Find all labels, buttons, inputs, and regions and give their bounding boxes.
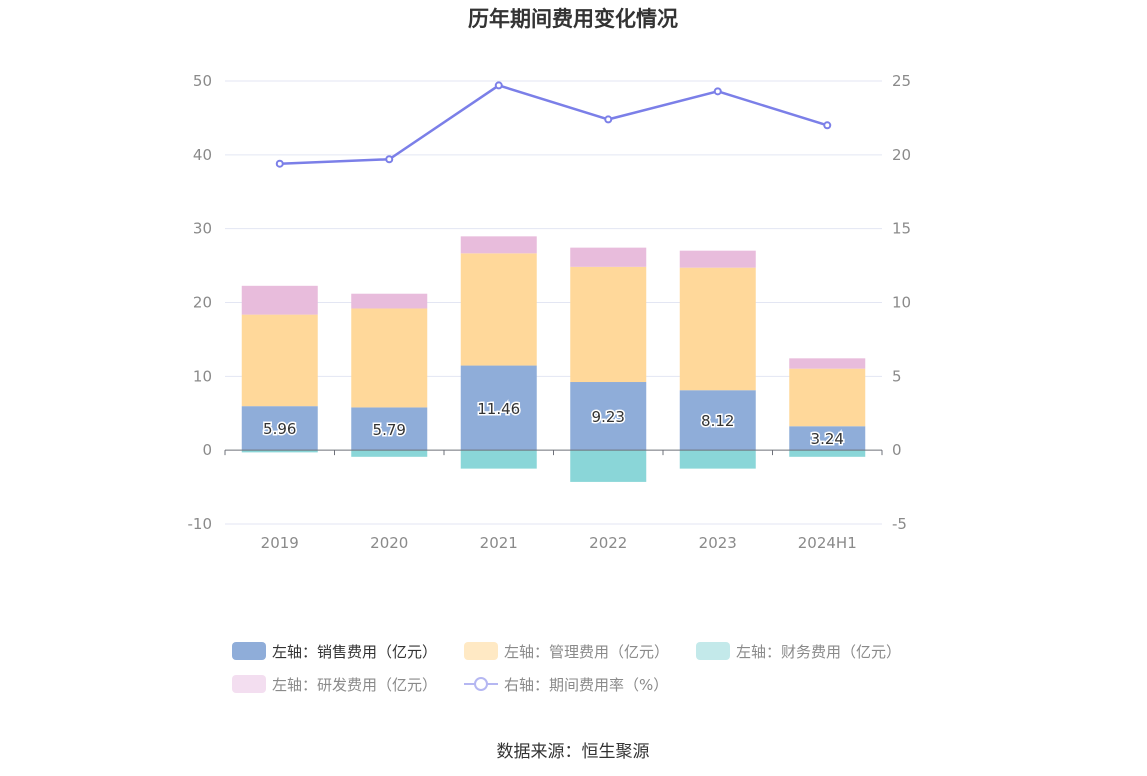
grid-lines [225,80,882,525]
expense-ratio-point [604,115,613,124]
finance-expense-bar [351,450,428,457]
right-tick-label: -5 [892,515,907,533]
x-tick-label: 2023 [699,534,737,552]
admin-expense-bar [460,253,537,366]
rd-expense-bar [570,247,647,267]
legend-swatch [696,642,730,660]
right-tick-label: 0 [892,441,902,459]
x-axis-ticks: 2019 2020 2021 2022 2023 2024H1 [261,534,857,552]
legend-label: 左轴：财务费用（亿元） [736,643,901,661]
sales-expense-bar [460,365,537,451]
left-tick-label: 20 [193,294,212,312]
legend-label: 右轴：期间费用率（%） [504,676,668,694]
bar-data-labels: 5.96 5.79 11.46 9.23 8.12 3.24 [262,398,846,449]
sales-value-label: 11.46 [477,400,520,418]
finance-expense-bar [570,450,647,482]
sales-expense-bar [789,426,866,451]
sales-value-label: 5.79 [373,421,406,439]
bar-series [241,236,866,482]
right-tick-label: 10 [892,294,911,312]
rd-expense-bar [241,285,318,315]
source-note: 数据来源：恒生聚源 [497,742,650,762]
finance-expense-bar [679,450,756,469]
sales-expense-bar [570,382,647,451]
rd-expense-bar [351,293,428,309]
left-tick-label: 10 [193,367,212,385]
left-tick-label: 30 [193,220,212,238]
left-tick-label: 50 [193,72,212,90]
right-tick-label: 25 [892,72,911,90]
sales-value-label: 5.96 [263,420,296,438]
chart-title: 历年期间费用变化情况 [468,7,678,31]
expense-ratio-line [275,81,832,168]
finance-expense-bar [241,450,318,453]
sales-expense-bar [351,407,428,451]
sales-value-label: 3.24 [811,430,844,448]
expense-ratio-point [823,121,832,130]
left-tick-label: -10 [188,515,213,533]
rd-expense-bar [789,358,866,369]
rd-expense-bar [460,236,537,254]
left-axis-ticks: -10 0 10 20 30 40 50 [188,72,213,533]
zero-axis-line [224,449,883,456]
right-tick-label: 5 [892,367,902,385]
legend: 左轴：销售费用（亿元） 左轴：管理费用（亿元） 左轴：财务费用（亿元） 左轴：研发费用… [232,642,901,694]
expense-ratio-point [713,87,722,96]
legend-swatch [232,675,266,693]
admin-expense-bar [789,368,866,427]
x-tick-label: 2024H1 [798,534,857,552]
legend-label: 左轴：销售费用（亿元） [272,643,437,661]
legend-swatch [232,642,266,660]
expense-ratio-line-path [279,84,828,165]
sales-value-label: 8.12 [701,412,734,430]
expense-ratio-point [275,159,284,168]
sales-expense-bar [679,390,756,451]
sales-value-label: 9.23 [592,408,625,426]
admin-expense-bar [351,308,428,408]
legend-label: 左轴：研发费用（亿元） [272,676,437,694]
legend-label: 左轴：管理费用（亿元） [504,643,669,661]
x-tick-label: 2020 [370,534,408,552]
right-tick-label: 15 [892,220,911,238]
x-tick-label: 2019 [261,534,299,552]
left-tick-label: 40 [193,146,212,164]
legend-line-marker [474,677,488,691]
admin-expense-bar [241,314,318,407]
expense-ratio-point [385,155,394,164]
finance-expense-bar [789,450,866,457]
sales-expense-bar [241,406,318,451]
rd-expense-bar [679,250,756,268]
finance-expense-bar [460,450,537,469]
admin-expense-bar [570,266,647,383]
admin-expense-bar [679,267,756,391]
x-tick-label: 2022 [589,534,627,552]
legend-swatch [464,642,498,660]
expense-ratio-point [494,81,503,90]
right-tick-label: 20 [892,146,911,164]
left-tick-label: 0 [202,441,212,459]
right-axis-ticks: -5 0 5 10 15 20 25 [892,72,911,533]
x-tick-label: 2021 [480,534,518,552]
